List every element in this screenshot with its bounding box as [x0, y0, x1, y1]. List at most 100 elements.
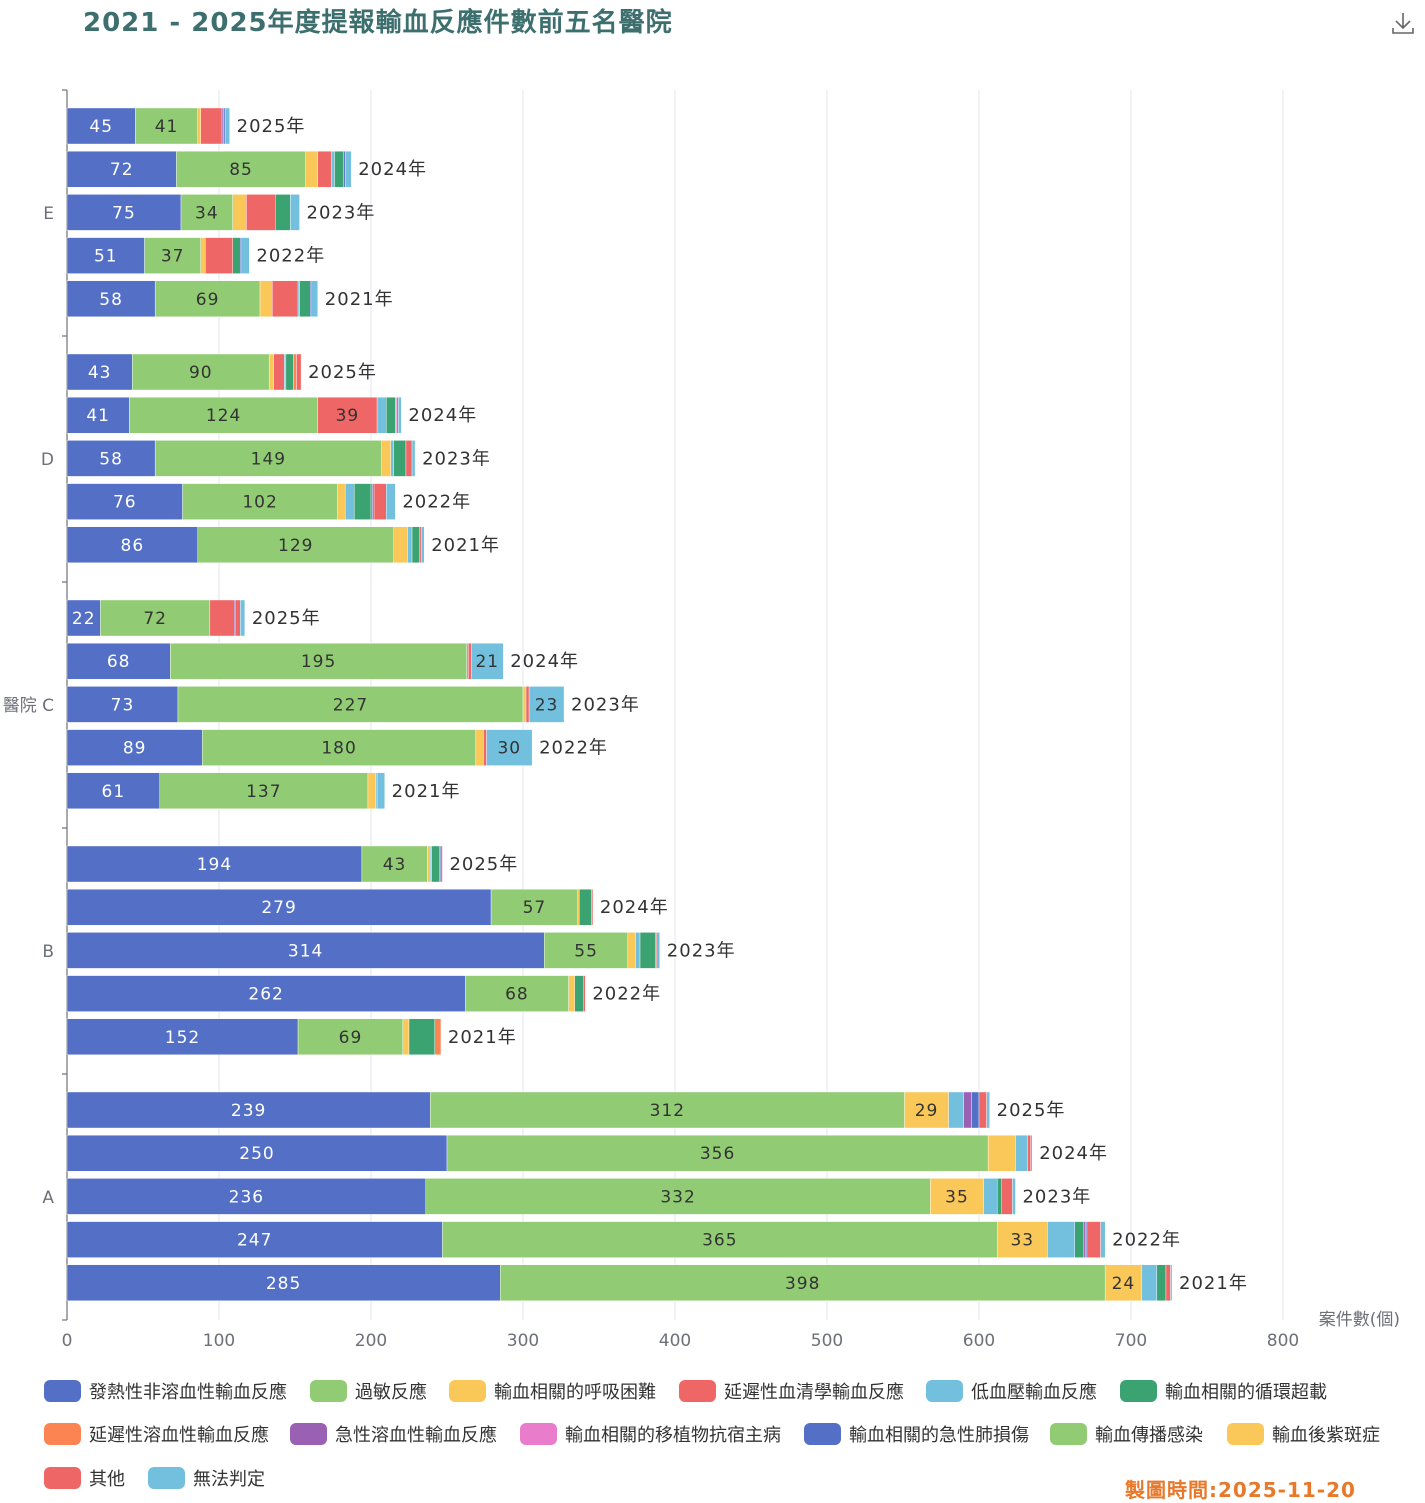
bar-segment — [370, 483, 373, 520]
legend-item[interactable]: 其他 — [44, 1465, 125, 1491]
legend-item[interactable]: 輸血相關的循環超載 — [1120, 1378, 1327, 1404]
bar-segment — [372, 483, 375, 520]
bar-segment — [522, 686, 527, 723]
bar-segment — [66, 483, 183, 520]
bar-year-label: 2021年 — [431, 535, 500, 556]
bar-value-label: 75 — [112, 203, 136, 223]
bar-segment — [66, 150, 177, 188]
legend-item[interactable]: 急性溶血性輸血反應 — [290, 1421, 497, 1447]
bar-value-label: 43 — [88, 363, 112, 383]
bar-segment — [177, 686, 524, 723]
legend-item[interactable]: 輸血相關的呼吸困難 — [449, 1378, 656, 1404]
bar-segment — [66, 1264, 501, 1302]
bar-value-label: 85 — [229, 160, 253, 180]
bar-segment — [344, 150, 352, 188]
x-tick-label: 500 — [811, 1331, 843, 1351]
bar-segment — [144, 237, 201, 274]
bar-segment — [442, 1221, 998, 1258]
bar-segment — [273, 353, 285, 391]
bar-segment — [66, 280, 156, 317]
bar-segment — [411, 526, 420, 563]
timestamp: 製圖時間:2025-11-20 — [1125, 1478, 1356, 1502]
bar-segment — [154, 440, 382, 477]
y-tick-label: 醫院 C — [3, 696, 54, 716]
bar-value-label: 86 — [121, 536, 145, 556]
bar-segment — [66, 1134, 448, 1172]
legend-swatch — [310, 1380, 347, 1402]
y-tick-label: B — [42, 942, 54, 962]
bar-segment — [297, 1018, 404, 1055]
bar-segment — [978, 1091, 987, 1129]
legend-item[interactable]: 延遲性溶血性輸血反應 — [44, 1421, 269, 1447]
legend-label: 輸血相關的移植物抗宿主病 — [565, 1425, 781, 1446]
bar-segment — [285, 353, 294, 391]
bar-segment — [398, 397, 402, 434]
legend-item[interactable]: 輸血傳播感染 — [1050, 1421, 1203, 1447]
bar-segment — [305, 150, 319, 188]
bar-value-label: 35 — [945, 1187, 969, 1207]
bar-value-label: 250 — [239, 1144, 274, 1164]
y-tick-label: A — [42, 1188, 54, 1208]
bar-value-label: 180 — [321, 739, 356, 759]
bar-segment — [486, 729, 533, 766]
bar-segment — [490, 889, 578, 926]
bar-segment — [1100, 1221, 1106, 1258]
legend-item[interactable]: 輸血相關的急性肺損傷 — [804, 1421, 1029, 1447]
legend-label: 輸血傳播感染 — [1095, 1425, 1203, 1446]
bar-value-label: 89 — [123, 739, 147, 759]
bar-year-label: 2022年 — [1112, 1230, 1181, 1251]
bar-value-label: 58 — [99, 449, 123, 469]
legend-item[interactable]: 輸血相關的移植物抗宿主病 — [520, 1421, 781, 1447]
bar-segment — [568, 975, 575, 1012]
bar-segment — [419, 526, 422, 563]
legend-item[interactable]: 發熱性非溶血性輸血反應 — [44, 1378, 287, 1404]
bar-segment — [446, 1134, 989, 1172]
bar-value-label: 314 — [288, 941, 323, 961]
bar-segment — [66, 889, 492, 926]
bar-segment — [1015, 1134, 1028, 1172]
legend-item[interactable]: 延遲性血清學輸血反應 — [679, 1378, 904, 1404]
legend-item[interactable]: 低血壓輸血反應 — [926, 1378, 1097, 1404]
bar-segment — [334, 150, 344, 188]
legend-item[interactable]: 無法判定 — [148, 1465, 265, 1491]
bar-segment — [393, 526, 408, 563]
legend-label: 無法判定 — [193, 1469, 265, 1490]
bar-segment — [182, 483, 338, 520]
bar-segment — [232, 237, 241, 274]
legend-swatch — [1227, 1423, 1264, 1445]
bar-segment — [1165, 1264, 1171, 1302]
bar-value-label: 247 — [237, 1231, 272, 1251]
bar-segment — [235, 599, 241, 637]
bar-segment — [376, 772, 385, 809]
bar-segment — [393, 440, 407, 477]
bar-segment — [375, 772, 378, 809]
legend-swatch — [926, 1380, 963, 1402]
legend-item[interactable]: 輸血後紫斑症 — [1227, 1421, 1380, 1447]
bar-value-label: 37 — [161, 247, 185, 267]
bar-segment — [1170, 1264, 1173, 1302]
bar-segment — [1141, 1264, 1158, 1302]
bar-value-label: 73 — [111, 695, 135, 715]
bar-value-label: 90 — [189, 363, 213, 383]
legend-label: 輸血相關的循環超載 — [1165, 1382, 1327, 1403]
bar-value-label: 236 — [229, 1187, 264, 1207]
bar-segment — [66, 1221, 443, 1258]
bar-segment — [361, 845, 428, 883]
bar-segment — [284, 353, 287, 391]
bar-segment — [483, 729, 487, 766]
bar-segment — [430, 1091, 905, 1129]
legend-label: 輸血後紫斑症 — [1272, 1425, 1380, 1446]
bar-value-label: 195 — [301, 652, 336, 672]
bar-segment — [66, 1091, 431, 1129]
legend-item[interactable]: 過敏反應 — [310, 1378, 427, 1404]
bar-segment — [367, 772, 376, 809]
bar-segment — [259, 280, 273, 317]
legend-label: 其他 — [89, 1469, 125, 1490]
bar-segment — [1030, 1134, 1033, 1172]
bar-segment — [439, 845, 442, 883]
bar-value-label: 29 — [915, 1101, 939, 1121]
bar-segment — [293, 353, 297, 391]
x-tick-label: 200 — [355, 1331, 387, 1351]
download-button[interactable] — [1390, 10, 1416, 36]
bar-value-label: 22 — [72, 609, 96, 629]
